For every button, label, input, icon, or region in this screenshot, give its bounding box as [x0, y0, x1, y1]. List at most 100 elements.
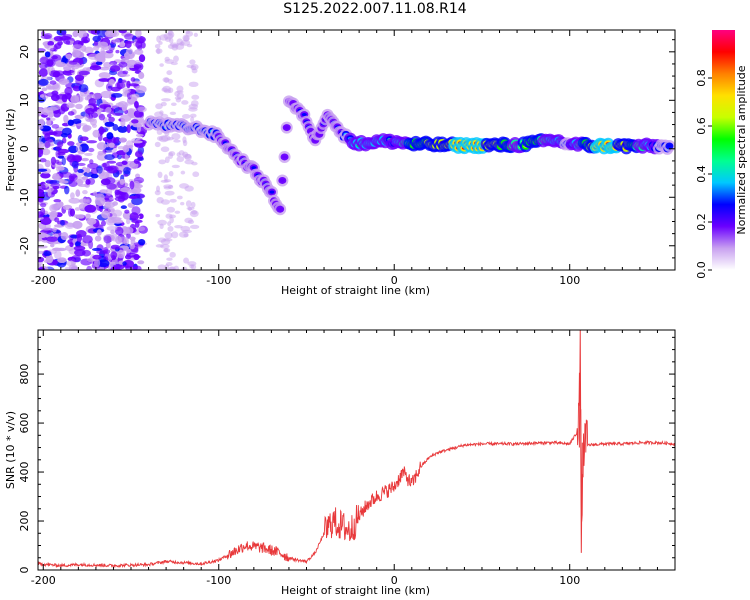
- noise-blob: [84, 112, 89, 122]
- noise-blob: [55, 159, 60, 164]
- snr-y-tick-label: 600: [18, 413, 31, 434]
- noise-blob: [68, 145, 79, 154]
- noise-blob: [123, 166, 131, 175]
- noise-blob: [176, 156, 185, 163]
- noise-blob: [170, 102, 177, 106]
- noise-blob: [86, 265, 93, 270]
- noise-blob: [66, 102, 74, 109]
- noise-blob: [129, 93, 140, 99]
- noise-blob: [103, 61, 111, 69]
- noise-blob: [118, 61, 128, 68]
- noise-blob: [85, 179, 91, 185]
- noise-blob: [160, 238, 171, 245]
- spectrogram-image: [38, 30, 675, 270]
- noise-blob: [88, 53, 100, 60]
- noise-blob: [106, 113, 112, 118]
- noise-blob: [66, 260, 76, 267]
- noise-blob: [70, 95, 80, 104]
- signal-core: [251, 166, 257, 170]
- noise-blob: [156, 136, 163, 141]
- noise-blob: [188, 103, 199, 110]
- noise-blob: [55, 247, 67, 252]
- noise-blob: [98, 72, 111, 79]
- noise-blob: [133, 110, 144, 118]
- spectrogram-x-tick-label: -100: [206, 274, 231, 287]
- noise-blob: [168, 152, 174, 159]
- noise-blob: [68, 197, 81, 204]
- noise-blob: [81, 157, 89, 162]
- noise-blob: [63, 114, 69, 124]
- snr-line: [38, 372, 675, 569]
- noise-blob: [67, 111, 75, 116]
- noise-blob: [123, 237, 130, 246]
- noise-blob: [95, 61, 103, 65]
- noise-blob: [121, 191, 129, 201]
- noise-blob: [110, 251, 118, 259]
- noise-blob: [93, 258, 101, 268]
- noise-blob: [119, 179, 125, 186]
- noise-blob: [176, 85, 184, 93]
- noise-blob: [164, 232, 173, 239]
- noise-blob: [54, 217, 60, 223]
- snr-x-axis-label: Height of straight line (km): [281, 584, 430, 597]
- noise-blob: [74, 176, 86, 184]
- noise-blob: [133, 253, 140, 261]
- noise-blob: [47, 188, 52, 197]
- signal-core: [301, 113, 307, 117]
- noise-blob: [85, 107, 95, 115]
- spectrogram-y-tick-label: 0: [18, 145, 31, 152]
- noise-blob: [157, 171, 163, 179]
- noise-blob: [55, 145, 63, 151]
- noise-blob: [97, 259, 110, 268]
- noise-blob: [181, 100, 189, 105]
- noise-blob: [103, 235, 112, 244]
- colorbar-tick-label: 0.2: [695, 213, 708, 231]
- noise-blob: [126, 232, 131, 239]
- colorbar-label: Normalized spectral amplitude: [735, 65, 748, 234]
- noise-blob: [122, 261, 127, 266]
- noise-blob: [89, 65, 102, 71]
- noise-blob: [75, 144, 82, 153]
- noise-blob: [104, 30, 117, 38]
- colorbar: 0.0 0.2 0.4 0.6 0.8 Normalized spectral ampli…: [695, 30, 748, 279]
- noise-blob: [46, 236, 58, 242]
- noise-blob: [96, 109, 102, 115]
- snr-plot-area: [38, 330, 675, 569]
- noise-blob: [156, 185, 161, 193]
- noise-blob: [163, 248, 169, 253]
- spectrogram-y-tick-label: -20: [18, 237, 31, 255]
- noise-blob: [157, 264, 167, 270]
- noise-blob: [96, 165, 103, 174]
- noise-blob: [39, 56, 49, 64]
- noise-blob: [168, 185, 174, 190]
- noise-blob: [174, 96, 182, 100]
- noise-blob: [60, 231, 69, 241]
- noise-blob: [41, 226, 51, 231]
- colorbar-tick-label: 0.4: [695, 165, 708, 183]
- noise-blob: [69, 175, 75, 182]
- noise-blob: [57, 257, 67, 264]
- noise-blob: [124, 102, 133, 106]
- noise-blob: [124, 254, 132, 260]
- noise-blob: [103, 51, 114, 59]
- noise-blob: [96, 152, 108, 161]
- spectrogram-y-axis-label: Frequency (Hz): [4, 109, 17, 192]
- noise-blob: [183, 257, 189, 264]
- noise-blob: [41, 87, 48, 92]
- noise-blob: [159, 34, 169, 41]
- noise-blob: [49, 204, 59, 213]
- noise-blob: [168, 170, 174, 177]
- noise-blob: [112, 219, 124, 224]
- noise-blob: [88, 240, 94, 250]
- noise-blob: [185, 30, 190, 34]
- noise-blob: [169, 216, 174, 224]
- noise-blob: [181, 266, 188, 270]
- noise-blob: [134, 49, 144, 55]
- noise-blob: [85, 213, 91, 219]
- snr-panel: -200 -100 0 100 0 200 400 600 800 Height of strai…: [4, 329, 676, 597]
- spectrogram-y-tick-label: -10: [18, 188, 31, 206]
- noise-blob: [137, 260, 145, 265]
- noise-blob: [130, 77, 136, 82]
- noise-blob: [77, 30, 88, 39]
- noise-blob: [74, 249, 86, 257]
